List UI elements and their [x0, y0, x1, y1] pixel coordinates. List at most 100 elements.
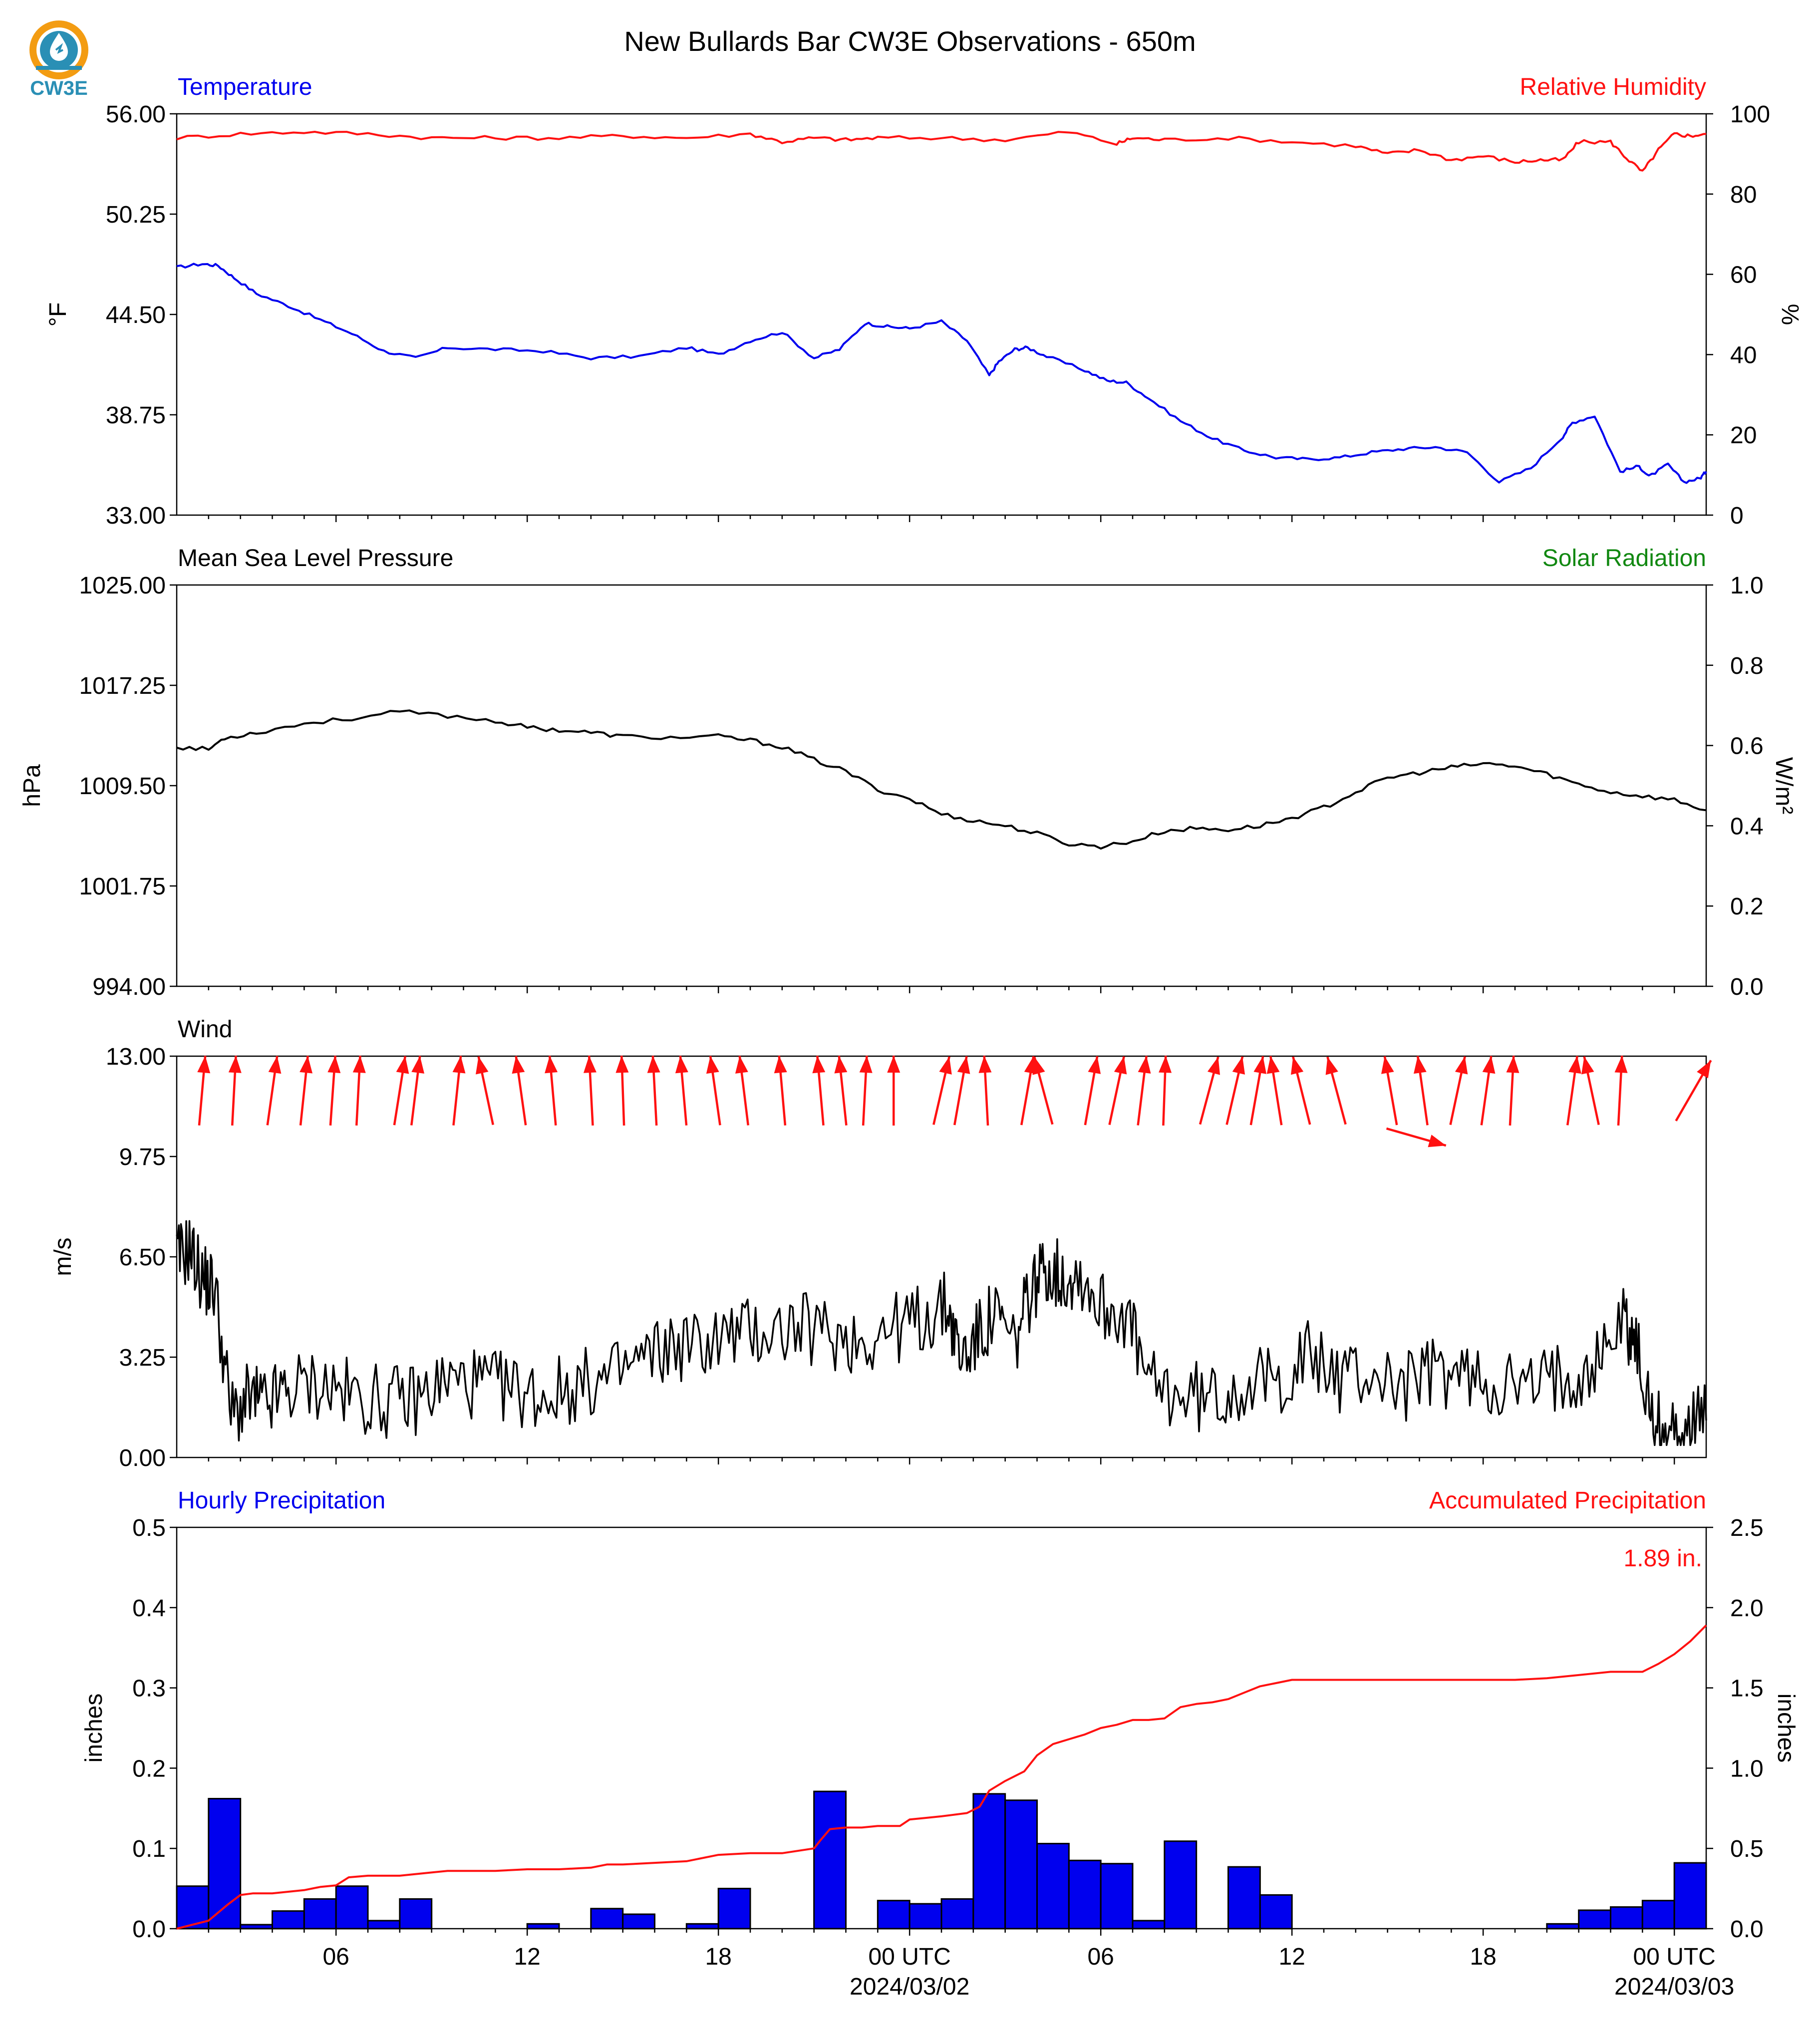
temperature-line — [176, 263, 1707, 484]
precipitation-bar — [526, 1923, 560, 1930]
arrow-head — [957, 1056, 970, 1074]
wind-direction-arrow — [1386, 1127, 1447, 1148]
arrow-head — [1568, 1056, 1581, 1074]
wind-direction-arrow — [583, 1055, 597, 1126]
y-axis-label-left: °F — [45, 302, 71, 327]
arrow-head — [615, 1056, 629, 1073]
wind-direction-arrow — [197, 1056, 211, 1126]
x-tick-label: 18 — [1470, 1944, 1496, 1970]
arrow-head — [1614, 1056, 1628, 1073]
arrow-head — [1455, 1056, 1468, 1075]
y-tick-label-right: 1.0 — [1730, 1755, 1764, 1782]
y-tick-label-left: 38.75 — [106, 402, 166, 429]
plot-frame — [176, 1526, 1707, 1930]
wind-direction-arrow — [1566, 1056, 1581, 1126]
arrow-head — [268, 1056, 282, 1074]
wind-direction-arrow — [706, 1056, 721, 1126]
wind-direction-arrow — [953, 1056, 970, 1126]
arrow-head — [197, 1056, 211, 1074]
precipitation-bar — [367, 1920, 401, 1930]
arrow-head — [583, 1056, 597, 1073]
x-axis-ticks — [208, 986, 1675, 993]
wind-direction-arrow — [887, 1056, 901, 1126]
y-tick-label-right: 0.5 — [1730, 1836, 1764, 1862]
wind-direction-arrow — [1108, 1056, 1127, 1125]
x-date-label: 2024/03/02 — [850, 1974, 969, 2000]
wind-direction-arrow — [1084, 1056, 1101, 1126]
y-tick-label-left: 1001.75 — [79, 873, 166, 900]
y-axis-right: 100 80 60 40 20 0 — [1706, 101, 1770, 529]
precipitation-bar — [399, 1898, 433, 1930]
arrow-head — [1207, 1057, 1220, 1075]
wind-direction-arrow — [1675, 1060, 1712, 1122]
x-axis-ticks — [208, 1457, 1675, 1464]
y-tick-label-left: 0.2 — [132, 1755, 166, 1782]
precipitation-bar — [1546, 1923, 1580, 1930]
panel-precipitation: Hourly Precipitation Accumulated Precipi… — [81, 1487, 1799, 2000]
y-tick-label-left: 0.4 — [132, 1595, 166, 1622]
cw3e-water-drop-logo-icon: CW3E — [29, 20, 88, 99]
y-tick-label-right: 80 — [1730, 182, 1757, 208]
wind-direction-arrow — [834, 1056, 848, 1126]
precipitation-bar — [877, 1900, 910, 1930]
plot-frame — [176, 584, 1707, 987]
wind-direction-arrow — [1581, 1056, 1600, 1125]
arrow-head — [647, 1056, 660, 1073]
arrow-head — [1290, 1057, 1304, 1075]
precipitation-bar — [972, 1793, 1006, 1930]
wind-direction-arrow — [615, 1055, 629, 1126]
y-tick-label-right: 0 — [1730, 503, 1744, 529]
wind-direction-arrow — [512, 1056, 527, 1126]
wind-direction-arrow — [675, 1056, 688, 1126]
x-tick-label: 18 — [705, 1944, 731, 1970]
wind-direction-arrow — [735, 1056, 749, 1126]
x-tick-label: 12 — [514, 1944, 540, 1970]
arrow-head — [978, 1056, 992, 1073]
wind-speed-line — [176, 1220, 1707, 1447]
arrow-head — [706, 1056, 719, 1074]
precipitation-bar — [685, 1923, 719, 1930]
y-tick-label-right: 1.0 — [1730, 573, 1764, 599]
wind-direction-arrow — [327, 1056, 341, 1126]
accumulated-precipitation-title: Accumulated Precipitation — [1429, 1487, 1706, 1514]
precipitation-bar — [622, 1913, 655, 1930]
arrow-head — [1088, 1056, 1101, 1074]
arrow-head — [1159, 1056, 1172, 1073]
wind-direction-arrow — [1413, 1056, 1429, 1126]
arrow-head — [475, 1056, 489, 1075]
temperature-title: Temperature — [178, 74, 312, 100]
precipitation-bar — [1068, 1859, 1102, 1930]
wind-direction-arrow — [1159, 1055, 1172, 1126]
wind-direction-arrow — [393, 1056, 409, 1126]
y-tick-label-left: 50.25 — [106, 202, 166, 228]
arrow-head — [735, 1056, 748, 1074]
y-tick-label-right: 20 — [1730, 422, 1757, 449]
y-axis-label-right: % — [1777, 304, 1803, 325]
relative-humidity-line — [176, 131, 1707, 172]
y-axis-left: 1025.00 1017.25 1009.50 1001.75 994.00 — [79, 573, 177, 1000]
wind-direction-arrow — [932, 1056, 952, 1125]
y-axis-label-right: W/m² — [1771, 757, 1797, 815]
arrow-head — [512, 1056, 525, 1074]
y-tick-label-right: 0.2 — [1730, 893, 1764, 920]
x-axis-tick-labels: 06 12 18 00 UTC 06 12 18 00 UTC 2024/03/02 2024/0… — [322, 1944, 1734, 2000]
wind-direction-arrow — [1290, 1056, 1311, 1125]
solar-radiation-title: Solar Radiation — [1542, 545, 1706, 572]
wind-direction-arrow — [1199, 1056, 1220, 1125]
wind-direction-arrow — [299, 1056, 313, 1126]
panel-pressure-solar: Mean Sea Level Pressure Solar Radiation … — [19, 545, 1797, 1000]
arrow-head — [411, 1056, 425, 1074]
wind-direction-arrow — [647, 1055, 660, 1126]
wind-direction-arrow — [1325, 1056, 1347, 1125]
wind-direction-arrow — [1381, 1056, 1398, 1126]
y-tick-label-left: 0.5 — [132, 1515, 166, 1541]
logo-text: CW3E — [30, 77, 88, 99]
arrow-head — [1413, 1056, 1427, 1074]
precipitation-bar — [909, 1903, 942, 1930]
relative-humidity-title: Relative Humidity — [1520, 74, 1706, 100]
y-tick-label-left: 9.75 — [119, 1144, 166, 1170]
y-tick-label-left: 44.50 — [106, 302, 166, 328]
y-tick-label-left: 56.00 — [106, 101, 166, 128]
wind-direction-arrow — [1506, 1055, 1519, 1126]
precipitation-bar — [813, 1790, 847, 1930]
